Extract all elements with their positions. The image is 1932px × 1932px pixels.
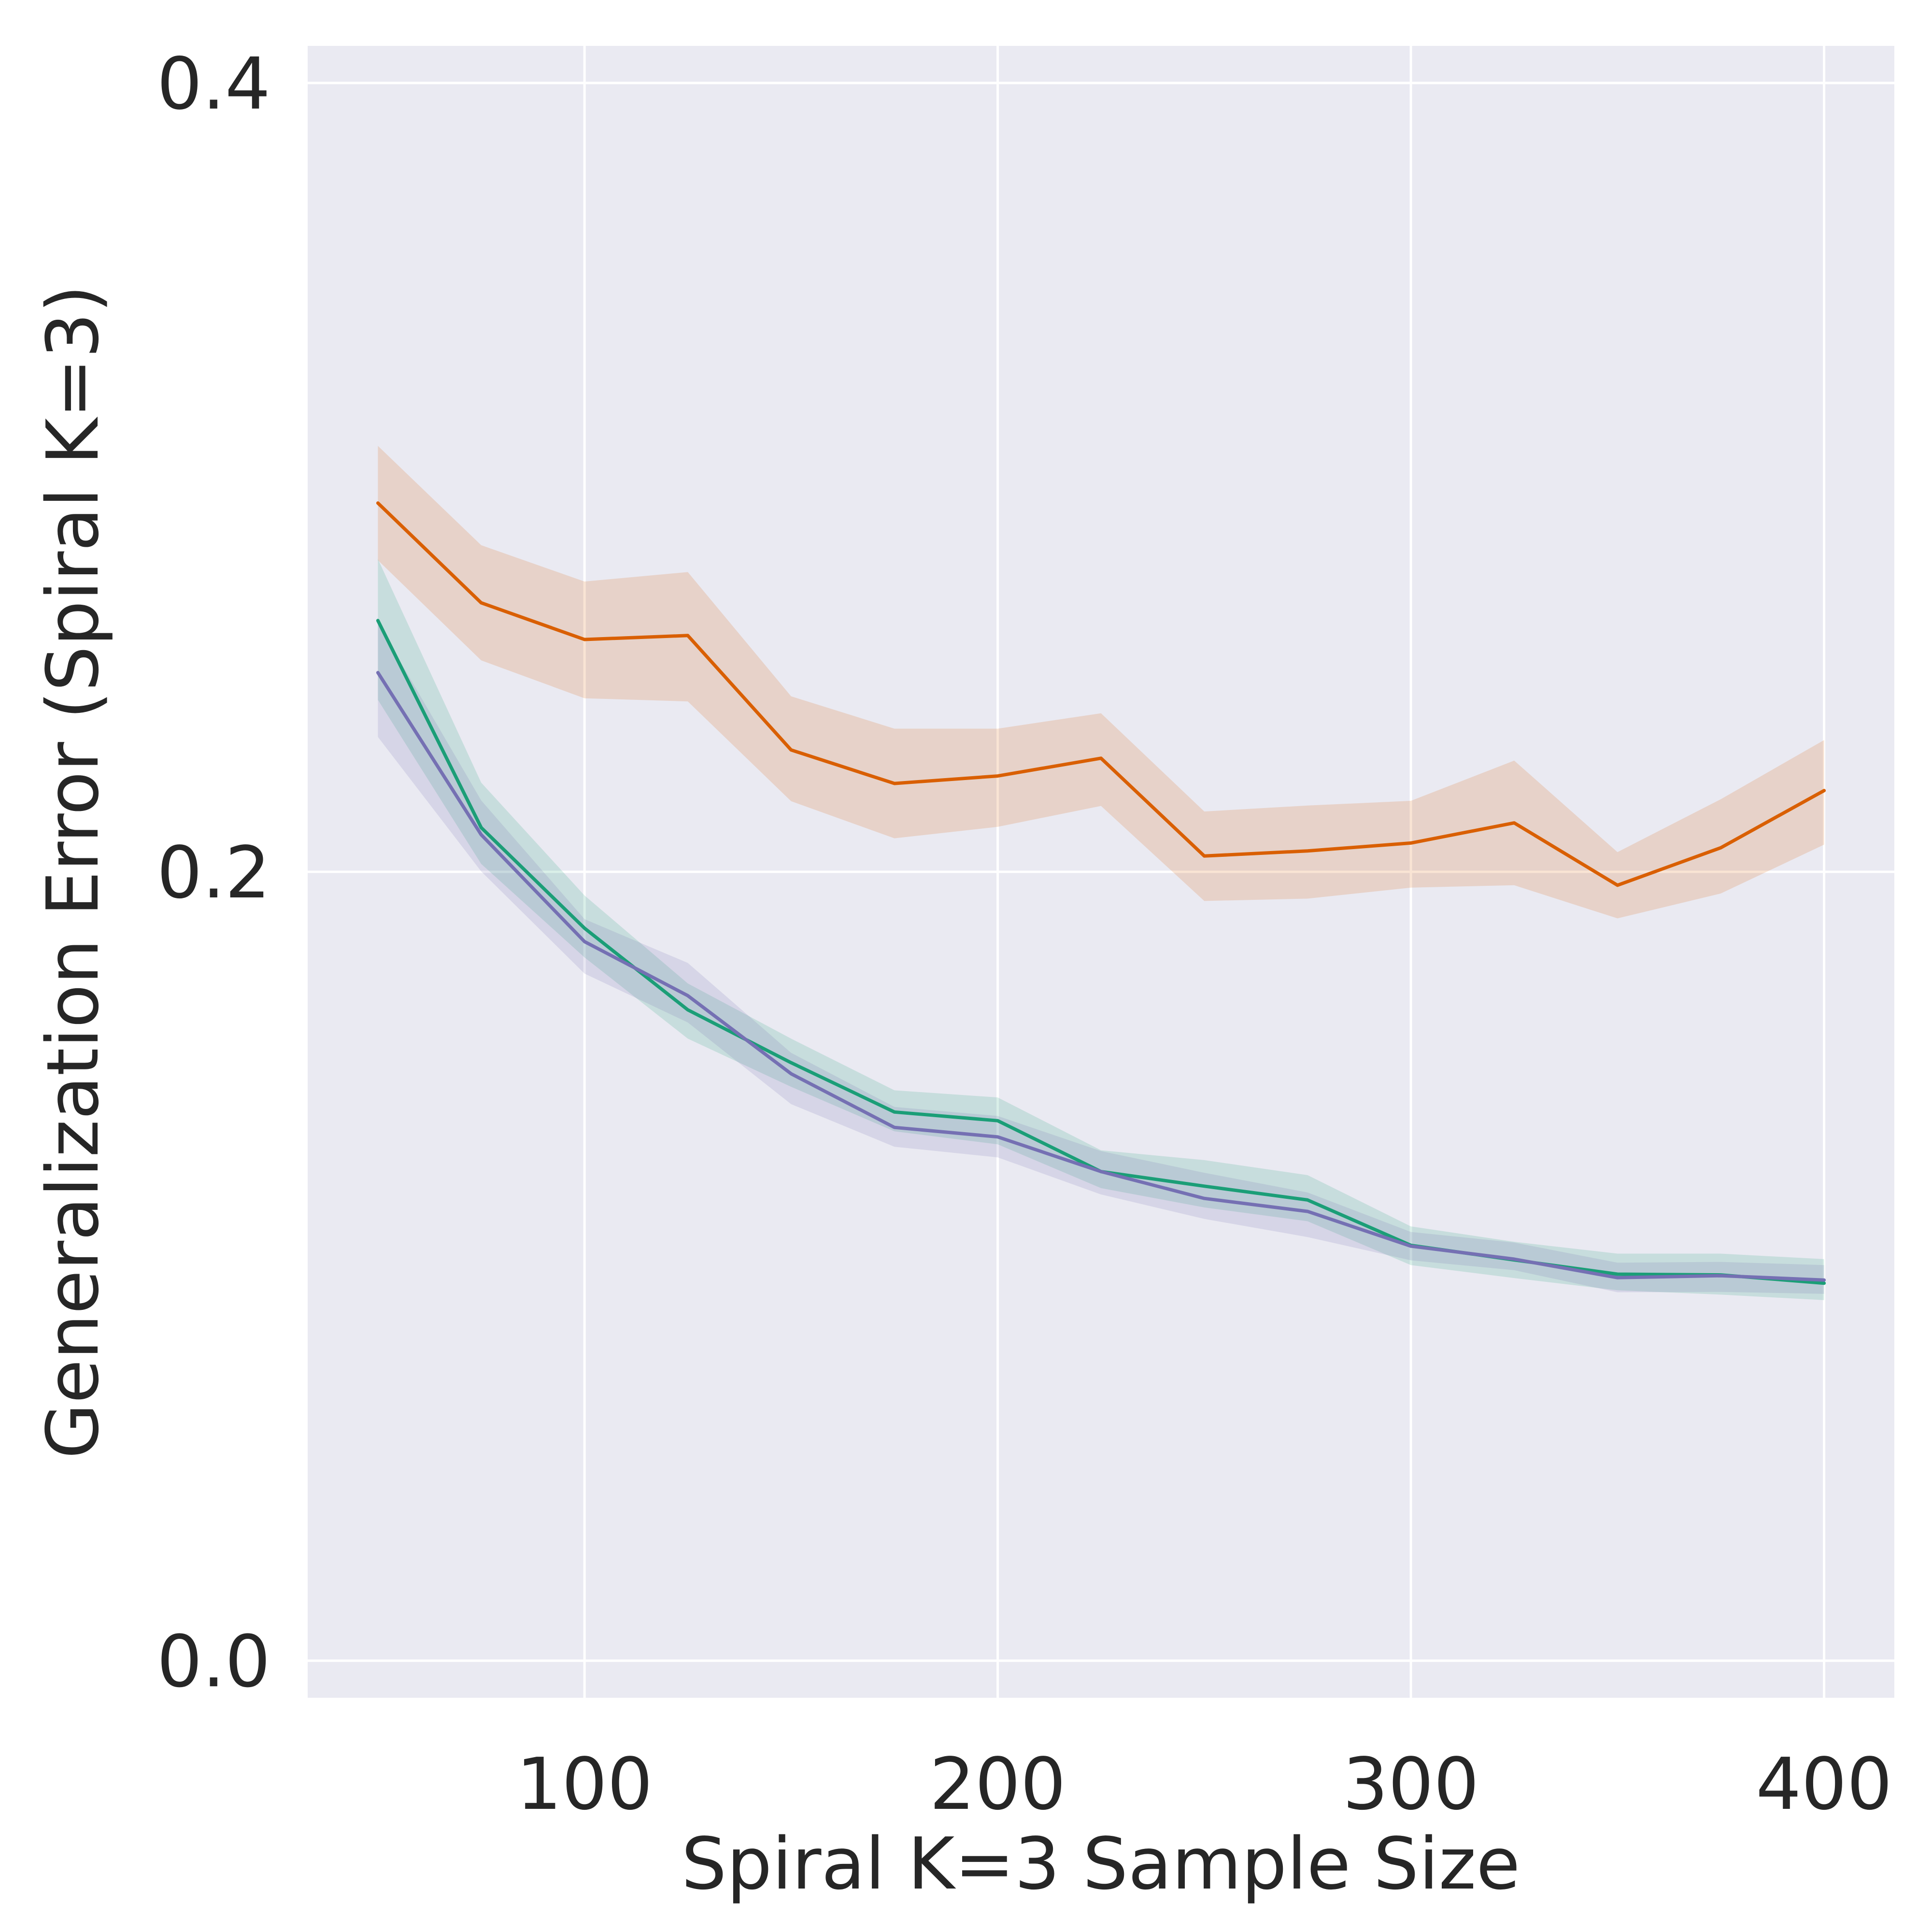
grid-lines — [308, 46, 1894, 1698]
y-axis-label: Generalization Error (Spiral K=3) — [31, 285, 114, 1459]
x-tick-label: 400 — [1756, 1743, 1892, 1826]
x-tick-label: 200 — [929, 1743, 1066, 1826]
y-tick-label: 0.2 — [157, 831, 270, 914]
confidence-band-3 — [378, 623, 1824, 1294]
y-tick-label: 0.4 — [157, 43, 270, 126]
x-tick-label: 300 — [1343, 1743, 1479, 1826]
series-lines — [376, 501, 1826, 1285]
series-line-1 — [376, 501, 1826, 887]
y-tick-labels: 0.0 0.2 0.4 — [157, 43, 270, 1703]
series-line-3 — [376, 671, 1826, 1282]
x-axis-label: Spiral K=3 Sample Size — [682, 1822, 1520, 1905]
confidence-band-2 — [378, 559, 1824, 1300]
y-tick-label: 0.0 — [157, 1620, 270, 1703]
x-tick-label: 100 — [516, 1743, 653, 1826]
confidence-band-1 — [378, 446, 1824, 919]
x-tick-labels: 100 200 300 400 — [516, 1743, 1892, 1826]
confidence-bands — [378, 446, 1824, 1300]
